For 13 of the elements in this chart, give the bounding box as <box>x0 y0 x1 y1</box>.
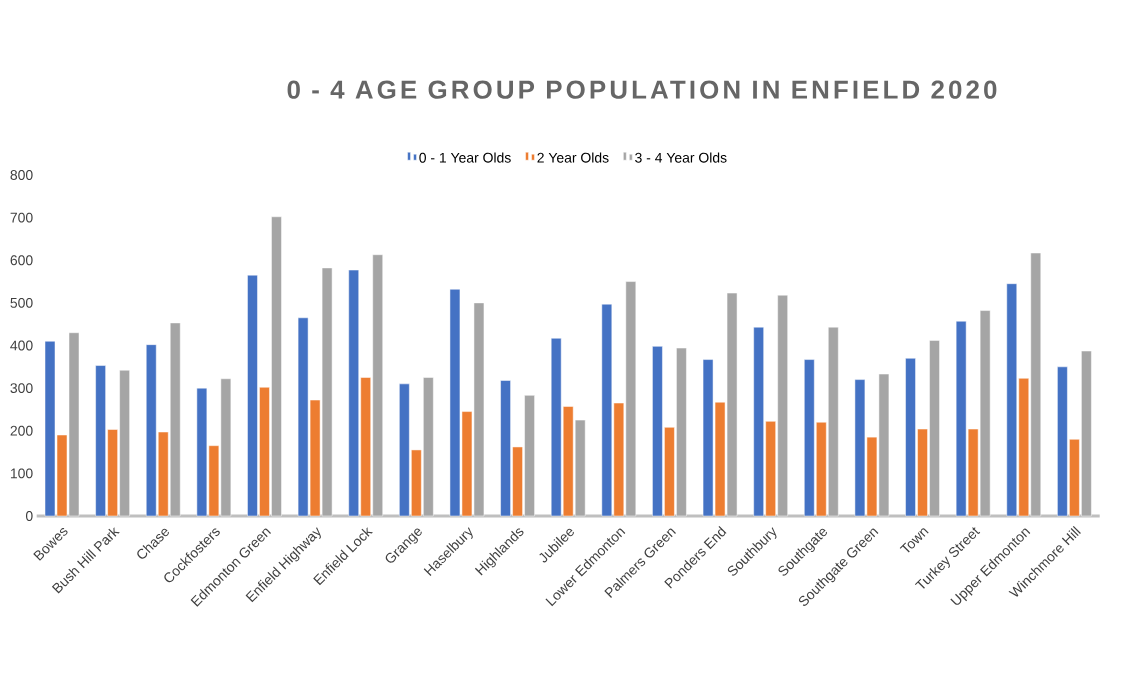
chart-title: 0 - 4 AGE GROUP POPULATION IN ENFIELD 2020 <box>287 80 997 99</box>
legend-label: 0 - 1 Year Olds <box>419 152 511 163</box>
y-tick-label: 600 <box>10 255 33 266</box>
y-tick-label: 500 <box>10 297 33 308</box>
y-tick-label: 400 <box>10 340 33 351</box>
y-tick-label: 100 <box>10 468 33 479</box>
y-tick-label: 200 <box>10 425 33 436</box>
legend-label: 2 Year Olds <box>537 152 609 163</box>
y-tick-label: 800 <box>10 170 33 180</box>
y-tick-label: 700 <box>10 212 33 223</box>
y-tick-label: 300 <box>10 383 33 394</box>
legend-label: 3 - 4 Year Olds <box>635 152 727 163</box>
y-tick-label: 0 <box>25 511 33 521</box>
